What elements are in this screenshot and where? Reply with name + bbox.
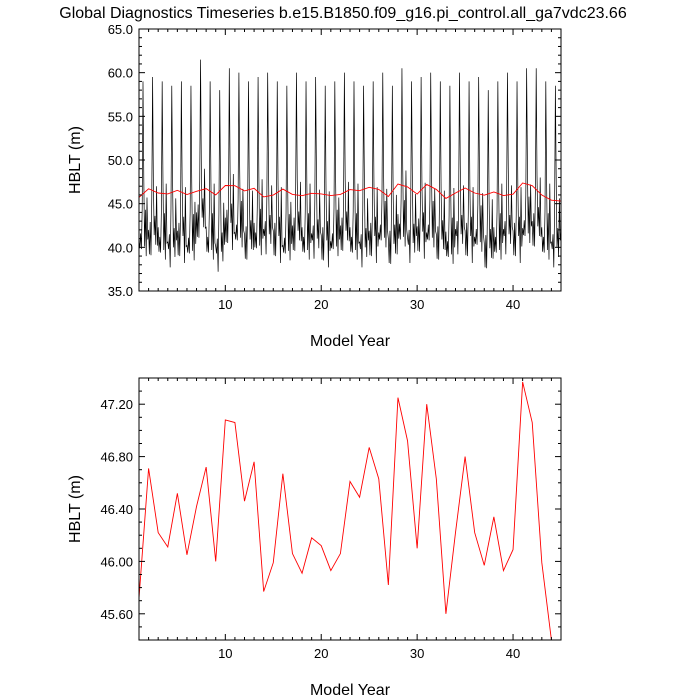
bottom-y-tick-label: 45.60: [100, 607, 133, 622]
bottom-x-tick-label: 20: [314, 646, 328, 661]
bottom-x-axis-label: Model Year: [310, 682, 391, 699]
top-y-tick-label: 45.0: [108, 197, 133, 212]
top-x-tick-label: 40: [506, 297, 520, 312]
bottom-y-tick-label: 46.00: [100, 554, 133, 569]
bottom-x-tick-label: 30: [410, 646, 424, 661]
top-annual-series-line: [139, 182, 561, 202]
top-x-tick-label: 20: [314, 297, 328, 312]
top-monthly-series-line: [139, 59, 561, 272]
top-y-tick-label: 40.0: [108, 240, 133, 255]
bottom-y-axis-label: HBLT (m): [67, 475, 84, 543]
top-y-tick-label: 35.0: [108, 284, 133, 299]
figure-title: Global Diagnostics Timeseries b.e15.B185…: [59, 5, 627, 22]
top-y-tick-label: 60.0: [108, 66, 133, 81]
bottom-y-tick-label: 47.20: [100, 397, 133, 412]
top-x-tick-label: 30: [410, 297, 424, 312]
top-y-tick-label: 65.0: [108, 22, 133, 37]
bottom-chart: 10 20 30 40 45.60 46.00 46.40 46.80 47.20 Model Y…: [67, 377, 562, 699]
top-chart: 10 20 30 40 35.0 40.0 45.0 50.0 55.0 60.0 65.0 Mode…: [67, 22, 562, 350]
top-x-tick-label: 10: [218, 297, 232, 312]
bottom-x-tick-label: 40: [506, 646, 520, 661]
bottom-y-tick-label: 46.80: [100, 450, 133, 465]
top-y-tick-label: 50.0: [108, 153, 133, 168]
bottom-x-tick-label: 10: [218, 646, 232, 661]
top-y-tick-label: 55.0: [108, 109, 133, 124]
top-x-axis-label: Model Year: [310, 333, 391, 350]
top-y-axis-label: HBLT (m): [67, 126, 84, 194]
bottom-annual-series-line: [139, 381, 552, 640]
bottom-y-tick-label: 46.40: [100, 502, 133, 517]
bottom-plot-frame: [138, 377, 562, 641]
